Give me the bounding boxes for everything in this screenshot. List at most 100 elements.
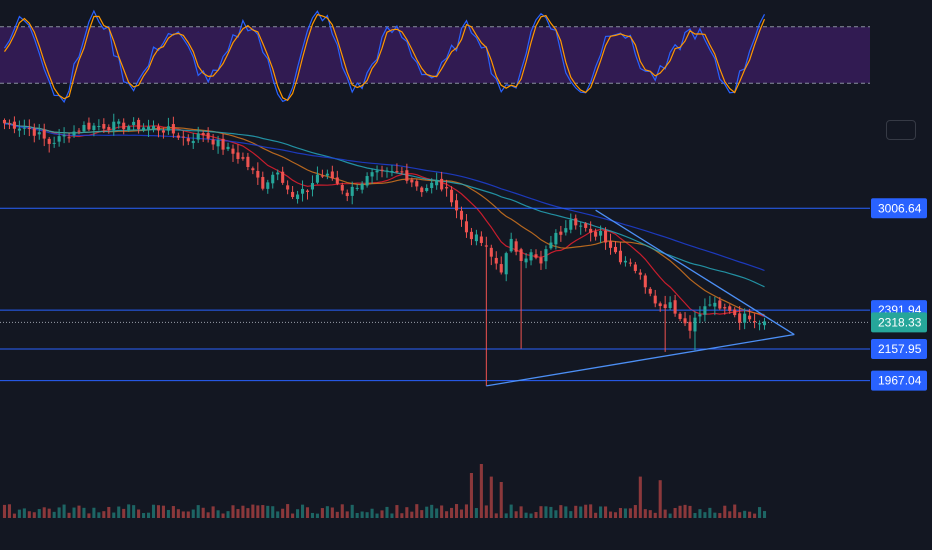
volume-bar-50 (251, 504, 255, 518)
candle-body (117, 121, 121, 124)
candle-body (678, 313, 682, 319)
candle-107 (534, 249, 538, 260)
candle-140 (698, 306, 702, 324)
volume-bar-81 (405, 507, 409, 518)
volume-bar-75 (375, 513, 379, 518)
candle-body (291, 191, 295, 197)
volume-bar-116 (579, 506, 583, 518)
volume-bar-92 (459, 509, 464, 518)
candle-32 (161, 127, 165, 139)
candle-body (77, 130, 81, 132)
volume-bar-76 (380, 510, 384, 518)
candle-127 (633, 261, 637, 274)
volume-bar-31 (156, 505, 161, 518)
candle-body (186, 138, 190, 142)
volume-bar-71 (355, 512, 359, 518)
candle-152 (758, 320, 762, 331)
candle-141 (703, 298, 707, 322)
candle-body (107, 127, 111, 130)
candle-130 (648, 287, 652, 297)
volume-bar-42 (211, 506, 215, 518)
chart-settings-button[interactable] (886, 120, 916, 140)
volume-bar-45 (226, 511, 230, 518)
volume-bar-37 (186, 511, 190, 518)
candle-29 (147, 119, 151, 137)
candle-body (310, 183, 315, 190)
candle-body (315, 174, 319, 183)
volume-bar-123 (613, 512, 618, 518)
candle-85 (425, 184, 429, 193)
volume-bar-118 (589, 504, 593, 518)
volume-bar-68 (340, 504, 344, 518)
candle-body (484, 245, 488, 247)
candle-body (454, 200, 459, 211)
candle-body (698, 314, 702, 317)
volume-bar-54 (271, 506, 275, 518)
candle-45 (226, 142, 230, 152)
volume-bar-41 (206, 512, 210, 518)
volume-bar-27 (137, 509, 141, 518)
candle-87 (435, 172, 439, 190)
volume-bar-144 (718, 513, 722, 518)
candle-body (112, 121, 116, 131)
volume-bar-2 (12, 513, 16, 518)
volume-bar-101 (504, 513, 508, 518)
volume-bar-131 (653, 512, 657, 518)
candle-body (266, 182, 270, 189)
stochastic-d-line (4, 13, 766, 102)
volume-bar-7 (37, 509, 41, 518)
candle-139 (693, 311, 697, 351)
support-2157-label: 2157.95 (878, 342, 922, 356)
candle-body (156, 126, 161, 131)
volume-bar-66 (330, 507, 334, 518)
candle-23 (117, 118, 121, 129)
support-2157-label-bg (871, 338, 927, 359)
volume-bar-141 (703, 512, 707, 518)
candle-body (554, 232, 558, 245)
candle-98 (489, 244, 493, 266)
candle-body (529, 252, 533, 261)
candle-body (92, 125, 96, 131)
volume-bar-129 (643, 509, 647, 518)
candle-body (728, 306, 732, 311)
candle-body (613, 246, 618, 253)
candle-15 (77, 128, 81, 135)
candle-148 (738, 306, 742, 330)
candle-body (723, 307, 727, 309)
volume-bar-35 (176, 509, 180, 518)
volume-bar-59 (296, 509, 300, 518)
candle-body (410, 179, 414, 183)
candle-82 (410, 177, 414, 188)
candle-121 (604, 227, 608, 250)
candle-body (584, 223, 588, 228)
candle-body (604, 230, 608, 243)
candle-body (594, 231, 598, 237)
volume-bar-137 (683, 504, 687, 518)
candle-body (395, 171, 399, 173)
volume-bar-34 (171, 506, 175, 518)
candle-body (549, 242, 553, 249)
volume-bar-26 (132, 505, 136, 518)
volume-bar-100 (499, 482, 503, 518)
volume-bar-18 (92, 507, 96, 518)
volume-bar-44 (221, 513, 225, 518)
candle-106 (529, 249, 533, 266)
volume-bar-119 (594, 512, 598, 518)
candle-body (708, 304, 712, 306)
volume-bar-46 (231, 505, 235, 518)
volume-bar-140 (698, 509, 702, 518)
volume-bar-30 (151, 504, 156, 518)
candle-112 (559, 225, 563, 242)
candle-149 (743, 308, 747, 330)
candle-104 (519, 247, 523, 349)
volume-bar-36 (181, 511, 185, 518)
candle-2 (12, 116, 16, 134)
candle-body (425, 187, 429, 191)
candle-body (753, 321, 757, 323)
volume-bar-47 (236, 509, 240, 518)
candle-46 (231, 144, 235, 162)
volume-bar-114 (569, 511, 573, 518)
